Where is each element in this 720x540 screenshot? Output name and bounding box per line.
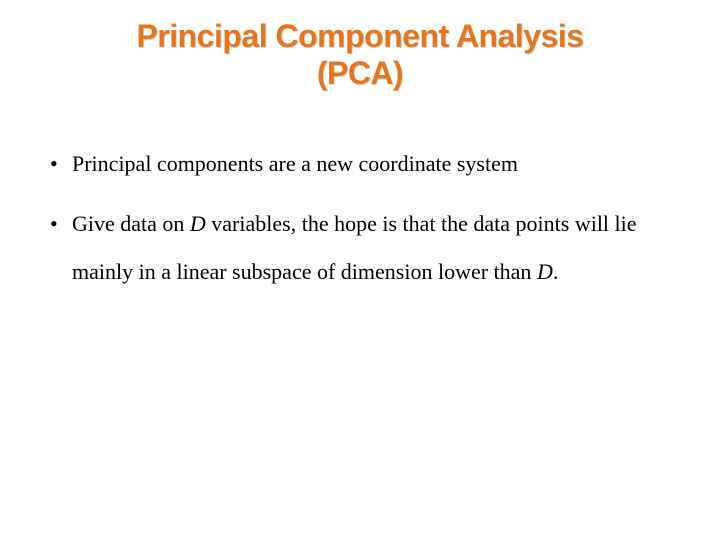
math-variable: D (537, 259, 553, 284)
slide-title-line-2: (PCA) (317, 55, 403, 91)
slide-title: Principal Component Analysis (PCA) (40, 18, 680, 92)
bullet-text: Principal components are a new coordinat… (72, 151, 518, 176)
slide-title-line-1: Principal Component Analysis (136, 18, 583, 54)
math-variable: D (190, 211, 206, 236)
bullet-item: Principal components are a new coordinat… (50, 140, 670, 188)
bullet-list: Principal components are a new coordinat… (50, 140, 670, 297)
slide-body: Principal components are a new coordinat… (40, 140, 680, 297)
bullet-item: Give data on D variables, the hope is th… (50, 200, 670, 297)
bullet-text-post: . (553, 259, 559, 284)
bullet-text-pre: Give data on (72, 211, 190, 236)
